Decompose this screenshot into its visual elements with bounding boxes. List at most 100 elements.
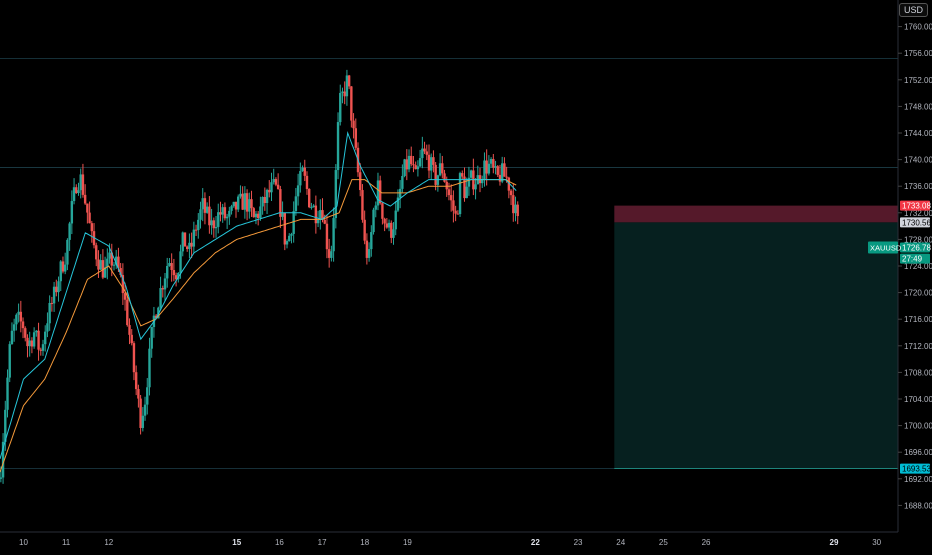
entry-price-label: 1730.56 bbox=[902, 218, 931, 227]
candle-body bbox=[370, 232, 373, 250]
ema-slow-line bbox=[0, 179, 517, 473]
candle-body bbox=[201, 198, 204, 210]
candle-body bbox=[15, 314, 18, 325]
candle-body bbox=[452, 200, 455, 211]
candle-body bbox=[272, 179, 275, 183]
candle-body bbox=[394, 210, 397, 230]
candle-body bbox=[432, 157, 435, 165]
candle-body bbox=[188, 242, 191, 250]
price-tick-label: 1688.00 bbox=[904, 501, 932, 510]
last-price-label: 1726.78 bbox=[902, 244, 931, 253]
time-tick-label: 25 bbox=[659, 538, 668, 547]
candle-body bbox=[387, 222, 391, 228]
candle-body bbox=[336, 122, 340, 171]
candle-body bbox=[263, 196, 267, 203]
currency-badge[interactable]: USD bbox=[898, 3, 928, 17]
candle-body bbox=[310, 207, 313, 209]
candle-body bbox=[361, 190, 364, 220]
candle-body bbox=[248, 199, 251, 212]
candle-body bbox=[327, 249, 331, 258]
candle-body bbox=[256, 213, 260, 218]
candle-body bbox=[28, 340, 31, 347]
candle-body bbox=[223, 207, 227, 219]
time-tick-label: 17 bbox=[318, 538, 327, 547]
candle-body bbox=[456, 213, 460, 215]
price-tick-label: 1704.00 bbox=[904, 395, 932, 404]
candle-body bbox=[154, 315, 158, 319]
candle-body bbox=[354, 128, 357, 148]
candle-body bbox=[412, 164, 415, 166]
candle-body bbox=[265, 189, 269, 203]
candle-body bbox=[19, 311, 23, 322]
candle-body bbox=[512, 195, 515, 214]
time-tick-label: 11 bbox=[62, 538, 71, 547]
time-tick-label: 18 bbox=[360, 538, 369, 547]
candle-body bbox=[12, 324, 16, 331]
time-tick-label: 16 bbox=[275, 538, 284, 547]
candle-body bbox=[407, 155, 411, 170]
candle-body bbox=[294, 196, 298, 212]
candle-body bbox=[24, 328, 27, 338]
candle-body bbox=[372, 209, 375, 233]
take-profit-zone bbox=[614, 222, 898, 469]
candle-body bbox=[230, 206, 233, 211]
price-tick-label: 1700.00 bbox=[904, 422, 932, 431]
candle-body bbox=[483, 160, 486, 180]
candle-body bbox=[52, 286, 56, 304]
candle-body bbox=[170, 263, 173, 271]
candle-body bbox=[17, 311, 20, 315]
candle-body bbox=[205, 206, 209, 213]
candle-body bbox=[95, 245, 98, 260]
ema-fast-line bbox=[0, 131, 517, 460]
candle-body bbox=[303, 167, 306, 176]
candle-body bbox=[259, 206, 262, 218]
candle-body bbox=[55, 286, 58, 293]
time-tick-label: 12 bbox=[104, 538, 113, 547]
candle-body bbox=[445, 181, 448, 190]
candle-body bbox=[97, 259, 100, 270]
candle-body bbox=[10, 330, 14, 345]
candle-body bbox=[181, 232, 184, 252]
stop-price-label: 1733.08 bbox=[902, 202, 931, 211]
candle-body bbox=[292, 211, 295, 234]
candle-body bbox=[210, 220, 213, 226]
price-tick-label: 1732.00 bbox=[904, 209, 932, 218]
candle-body bbox=[241, 193, 244, 210]
candle-body bbox=[57, 281, 60, 293]
candles-group bbox=[0, 69, 519, 484]
candle-body bbox=[212, 220, 216, 229]
candle-body bbox=[270, 182, 273, 193]
target-price-label-box bbox=[900, 463, 930, 474]
candle-body bbox=[32, 332, 36, 347]
candle-body bbox=[75, 187, 78, 194]
candle-body bbox=[332, 218, 335, 252]
candle-body bbox=[88, 212, 91, 224]
candle-body bbox=[290, 233, 293, 236]
candle-body bbox=[392, 229, 395, 238]
price-tick-label: 1696.00 bbox=[904, 448, 932, 457]
candle-body bbox=[243, 193, 247, 210]
candle-body bbox=[509, 190, 513, 196]
candle-body bbox=[421, 148, 424, 159]
candle-body bbox=[383, 218, 386, 224]
candle-body bbox=[347, 75, 351, 87]
candle-body bbox=[418, 158, 422, 167]
candle-body bbox=[183, 232, 187, 247]
candle-body bbox=[463, 176, 466, 199]
candle-body bbox=[330, 251, 333, 258]
candle-body bbox=[161, 288, 164, 290]
time-tick-label: 19 bbox=[403, 538, 412, 547]
price-tick-label: 1752.00 bbox=[904, 76, 932, 85]
candle-body bbox=[163, 278, 167, 290]
price-tick-label: 1760.00 bbox=[904, 23, 932, 32]
candle-body bbox=[8, 344, 11, 378]
price-tick-label: 1744.00 bbox=[904, 129, 932, 138]
candle-body bbox=[103, 267, 107, 278]
candle-body bbox=[134, 372, 138, 390]
candle-body bbox=[141, 415, 145, 428]
candle-body bbox=[381, 203, 384, 219]
candle-body bbox=[41, 344, 45, 351]
price-tick-label: 1756.00 bbox=[904, 49, 932, 58]
